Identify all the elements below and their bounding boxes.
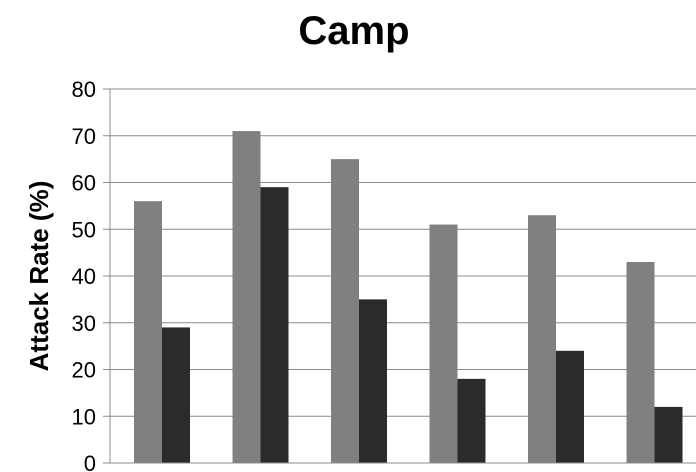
- y-tick-label: 80: [72, 77, 96, 102]
- chart-title: Camp: [298, 9, 409, 53]
- bar-series-2-item-5: [556, 350, 584, 463]
- bar-series-2-item-4: [457, 378, 486, 463]
- bar-series-1-item-3: [331, 159, 359, 463]
- y-tick-label: 30: [72, 311, 96, 336]
- bar-series-1-item-6: [626, 261, 655, 463]
- y-tick-label: 50: [72, 217, 96, 242]
- bar-series-2-item-2: [260, 187, 289, 464]
- bar-series-1-item-1: [134, 201, 162, 463]
- bar-series-1-item-5: [528, 215, 556, 463]
- y-axis-label: Attack Rate (%): [24, 181, 54, 372]
- y-tick-label: 70: [72, 124, 96, 149]
- y-tick-label: 10: [72, 404, 96, 429]
- axes: [109, 89, 696, 464]
- bar-series-2-item-6: [654, 406, 683, 463]
- bar-series-1-item-2: [232, 131, 261, 463]
- bar-series-2-item-3: [359, 299, 387, 463]
- gridlines: [110, 88, 696, 417]
- y-tick-label: 60: [72, 171, 96, 196]
- bars: [134, 131, 683, 464]
- bar-series-2-item-1: [162, 327, 190, 463]
- y-axis-ticks: 0 10 20 30 40 50 60 70 80: [72, 77, 110, 472]
- bar-series-1-item-4: [429, 224, 458, 463]
- y-tick-label: 0: [84, 451, 96, 472]
- y-tick-label: 20: [72, 358, 96, 383]
- y-tick-label: 40: [72, 264, 96, 289]
